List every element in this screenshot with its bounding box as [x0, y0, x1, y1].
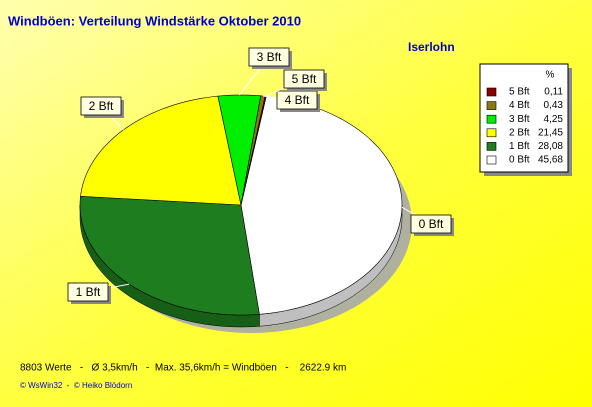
legend-value: 4,25	[544, 114, 564, 125]
legend-label: 2 Bft	[509, 127, 530, 138]
credit: © WsWin32 - © Heiko Blödorn	[20, 381, 132, 390]
label-box	[410, 214, 452, 234]
label-box	[80, 96, 122, 116]
pie-slice	[240, 96, 403, 315]
legend-value: 0,11	[544, 87, 563, 98]
legend-value: 21,45	[538, 127, 563, 138]
slice-label: 4 Bft	[285, 93, 310, 107]
legend-swatch	[486, 114, 497, 124]
slice-label: 5 Bft	[292, 72, 317, 86]
legend-swatch	[486, 142, 497, 151]
slice-label: 0 Bft	[419, 217, 444, 231]
legend-swatch	[486, 101, 497, 110]
chart-subtitle: Iserlohn	[408, 40, 455, 54]
label-box	[248, 47, 290, 67]
chart-title: Windböen: Verteilung Windstärke Oktober …	[8, 13, 301, 28]
pie-slice	[80, 95, 242, 206]
slice-label: 1 Bft	[76, 285, 101, 299]
legend-swatch	[486, 155, 497, 165]
slice-label: 2 Bft	[89, 99, 114, 113]
legend-label: 4 Bft	[509, 100, 530, 111]
legend-value: 0,43	[544, 100, 564, 111]
legend-label: 1 Bft	[509, 141, 530, 152]
label-box	[67, 282, 109, 302]
slice-label: 3 Bft	[257, 50, 282, 64]
legend-label: 3 Bft	[509, 114, 530, 125]
legend-label: 0 Bft	[509, 155, 530, 166]
pie-slice	[79, 195, 260, 316]
legend-swatch	[486, 87, 497, 97]
legend-title: %	[546, 70, 555, 81]
legend-label: 5 Bft	[509, 87, 530, 98]
legend-value: 28,08	[538, 141, 563, 152]
label-box	[283, 69, 325, 89]
legend-swatch	[486, 128, 497, 138]
legend-value: 45,68	[538, 155, 563, 166]
footer: 8803 Werte - Ø 3,5km/h - Max. 35,6km/h =…	[20, 363, 346, 374]
